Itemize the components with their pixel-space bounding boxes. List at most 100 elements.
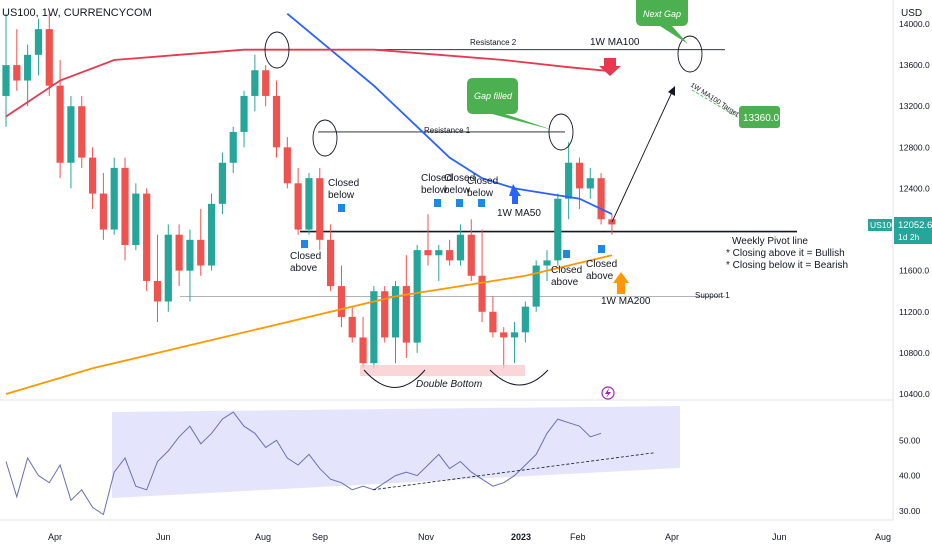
support-1-label: Support 1 (695, 291, 730, 300)
time-tick-label: Feb (570, 532, 586, 542)
pivot-bull: * Closing above it = Bullish (726, 248, 845, 259)
candle-body[interactable] (510, 332, 519, 338)
candle-body[interactable] (327, 239, 335, 287)
candle-body[interactable] (554, 198, 562, 261)
closed-above-2-a: Closed (551, 265, 582, 276)
candle-body[interactable] (446, 250, 454, 261)
candle-body[interactable] (88, 157, 97, 194)
candle-body[interactable] (597, 178, 605, 220)
resistance-1-label: Resistance 1 (424, 126, 471, 135)
candle-body[interactable] (575, 162, 584, 189)
candle-body[interactable] (489, 311, 497, 333)
candle-body[interactable] (197, 239, 205, 266)
candle-body[interactable] (164, 234, 172, 302)
resistance-2-label: Resistance 2 (470, 38, 517, 47)
candle-body[interactable] (13, 65, 21, 81)
moving-average-line[interactable] (5, 254, 613, 395)
marker-icon (478, 199, 485, 207)
closed-below-2-a: Closed (421, 173, 452, 184)
gap-circle[interactable] (312, 119, 338, 157)
closed-below-1-a: Closed (328, 178, 359, 189)
price-tick-label: 10400.0 (899, 389, 930, 399)
symbol-badge (868, 219, 892, 231)
candle-body[interactable] (424, 250, 432, 256)
gap-circle[interactable] (548, 113, 574, 151)
rsi-line[interactable] (5, 411, 602, 516)
moving-average-line[interactable] (286, 13, 613, 215)
candle-body[interactable] (456, 234, 465, 261)
ma100-arrow-icon (599, 58, 621, 76)
double-bottom-arc-left[interactable] (363, 369, 426, 388)
rsi-trendline[interactable] (372, 452, 656, 491)
double-bottom-zone[interactable] (360, 365, 525, 376)
candle-body[interactable] (218, 162, 226, 204)
candle-body[interactable] (381, 291, 389, 338)
candle-body[interactable] (391, 286, 400, 338)
moving-average-line[interactable] (5, 48, 612, 118)
candle-body[interactable] (467, 234, 475, 276)
closed-below-3-a: Closed (444, 173, 475, 184)
candle-body[interactable] (413, 250, 421, 343)
candle-body[interactable] (532, 265, 540, 307)
candle-body[interactable] (121, 167, 129, 245)
candle-body[interactable] (143, 193, 151, 281)
symbol-title: US100, 1W, CURRENCYCOM (2, 7, 152, 19)
double-bottom-arc-right[interactable] (489, 369, 549, 386)
closed-below-4-a: Closed (467, 176, 498, 187)
candle-body[interactable] (229, 131, 237, 163)
candle-body[interactable] (543, 260, 551, 266)
candle-body[interactable] (99, 193, 107, 230)
gap-circle[interactable] (264, 31, 290, 69)
time-tick-label: Apr (48, 532, 62, 542)
price-tick-label: 11600.0 (899, 266, 929, 276)
candle-body[interactable] (370, 291, 378, 364)
candle-body[interactable] (240, 95, 248, 132)
candle-body[interactable] (110, 167, 118, 230)
last-price-text: 12052.6 (898, 220, 932, 231)
candle-body[interactable] (337, 286, 346, 317)
candle-body[interactable] (478, 275, 486, 312)
candle-body[interactable] (521, 306, 529, 333)
candle-body[interactable] (34, 29, 43, 55)
candle-body[interactable] (348, 316, 356, 338)
candle-body[interactable] (359, 337, 367, 364)
candle-body[interactable] (56, 85, 64, 163)
target-value-text: 13360.0 (743, 113, 780, 124)
countdown-text: 1d 2h (898, 232, 920, 242)
candle-body[interactable] (294, 183, 302, 230)
candle-body[interactable] (500, 332, 508, 338)
marker-icon (338, 204, 345, 212)
candle-body[interactable] (435, 250, 443, 256)
closed-above-1-b: above (290, 263, 318, 274)
target-dashed-line[interactable] (691, 89, 740, 119)
candle-body[interactable] (132, 193, 140, 245)
price-tick-label: 12400.0 (899, 183, 930, 193)
candle-body[interactable] (45, 29, 53, 86)
candle-body[interactable] (78, 106, 86, 158)
candle-body[interactable] (272, 95, 281, 148)
projection-arrow[interactable] (611, 91, 673, 223)
price-tick-label: 14000.0 (899, 19, 930, 29)
pivot-bear: * Closing below it = Bearish (726, 260, 848, 271)
gap-filled-text: Gap filled (474, 91, 513, 101)
candle-body[interactable] (153, 280, 162, 302)
ma50-label: 1W MA50 (497, 208, 541, 219)
candle-body[interactable] (67, 106, 75, 163)
closed-below-3-b: below (444, 185, 471, 196)
candle-body[interactable] (175, 234, 183, 271)
candle-body[interactable] (207, 203, 216, 266)
candle-body[interactable] (316, 178, 324, 240)
candle-body[interactable] (565, 162, 573, 199)
candle-body[interactable] (305, 178, 313, 230)
candle-body[interactable] (586, 178, 594, 189)
gap-circle[interactable] (677, 35, 703, 73)
candle-body[interactable] (186, 239, 194, 271)
candle-body[interactable] (402, 286, 410, 343)
candle-body[interactable] (251, 70, 259, 96)
candle-body[interactable] (283, 147, 291, 184)
candle-body[interactable] (262, 70, 270, 96)
candle-body[interactable] (24, 54, 32, 81)
candle-body[interactable] (2, 65, 10, 96)
